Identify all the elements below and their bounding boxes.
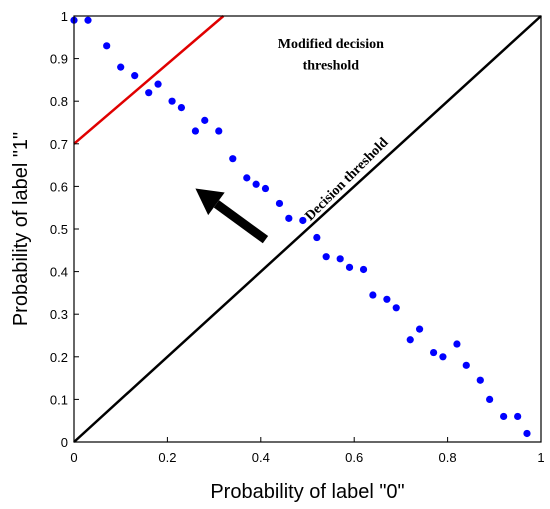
- data-point: [406, 336, 414, 344]
- data-point: [369, 291, 377, 299]
- data-point: [191, 127, 200, 135]
- data-point: [415, 325, 424, 333]
- data-points: [70, 16, 531, 438]
- x-tick-label: 0.2: [158, 450, 176, 465]
- data-point: [168, 97, 176, 105]
- data-point: [500, 412, 508, 421]
- y-tick-label: 0.2: [50, 350, 68, 365]
- data-point: [84, 16, 92, 24]
- y-tick-label: 0.6: [50, 179, 68, 194]
- data-point: [131, 72, 139, 80]
- y-tick-label: 0.9: [50, 52, 68, 67]
- data-point: [313, 233, 321, 242]
- data-point: [336, 255, 344, 263]
- data-point: [215, 127, 223, 135]
- data-point: [383, 295, 391, 303]
- data-point: [439, 353, 447, 361]
- data-point: [345, 263, 354, 271]
- data-point: [275, 199, 284, 208]
- annotations: Modified decision threshold Decision thres…: [278, 37, 392, 224]
- y-tick-label: 0.5: [50, 222, 68, 237]
- data-point: [154, 80, 162, 88]
- annotation-text: Decision threshold: [303, 135, 392, 224]
- data-point: [261, 184, 270, 193]
- y-tick-label: 0.8: [50, 94, 68, 109]
- data-point: [322, 253, 330, 261]
- annotation-text: Modified decision: [278, 37, 384, 52]
- data-point: [117, 63, 125, 71]
- shift-arrow: [195, 188, 269, 244]
- x-tick-label: 0: [70, 450, 77, 465]
- y-axis-label: Probability of label "1": [10, 132, 32, 326]
- arrow-shaft: [213, 200, 269, 244]
- x-axis-label: Probability of label "0": [210, 481, 404, 503]
- y-axis-ticks: 0 0.1 0.2 0.3 0.4 0.5 0.6 0.7 0.8 0.9 1: [50, 9, 79, 450]
- data-point: [243, 174, 251, 182]
- y-tick-label: 0.7: [50, 137, 68, 152]
- data-point: [145, 89, 153, 97]
- data-point: [103, 42, 111, 50]
- data-point: [392, 304, 400, 312]
- y-tick-label: 1: [61, 9, 68, 24]
- x-tick-label: 1: [537, 450, 544, 465]
- decision-threshold-line: [73, 15, 542, 443]
- data-point: [429, 348, 438, 357]
- data-point: [486, 395, 494, 403]
- data-point: [252, 180, 260, 188]
- y-tick-label: 0.4: [50, 265, 68, 280]
- x-axis-ticks: 0 0.2 0.4 0.6 0.8 1: [70, 437, 545, 465]
- x-tick-label: 0.4: [252, 450, 270, 465]
- x-tick-label: 0.8: [439, 450, 457, 465]
- data-point: [523, 429, 531, 438]
- data-point: [229, 155, 237, 163]
- data-point: [299, 216, 307, 225]
- data-point: [359, 265, 368, 274]
- arrow-head: [195, 188, 225, 216]
- x-tick-label: 0.6: [345, 450, 363, 465]
- data-point: [476, 376, 484, 384]
- modified-threshold-line: [73, 15, 225, 145]
- data-point: [201, 116, 209, 124]
- data-point: [177, 103, 186, 112]
- data-point: [514, 412, 522, 421]
- threshold-lines: [73, 15, 542, 443]
- data-point: [462, 361, 470, 369]
- y-tick-label: 0.1: [50, 392, 68, 407]
- data-point: [285, 214, 293, 222]
- y-tick-label: 0.3: [50, 307, 68, 322]
- annotation-text: threshold: [303, 58, 360, 73]
- y-tick-label: 0: [61, 435, 68, 450]
- data-point: [453, 340, 461, 348]
